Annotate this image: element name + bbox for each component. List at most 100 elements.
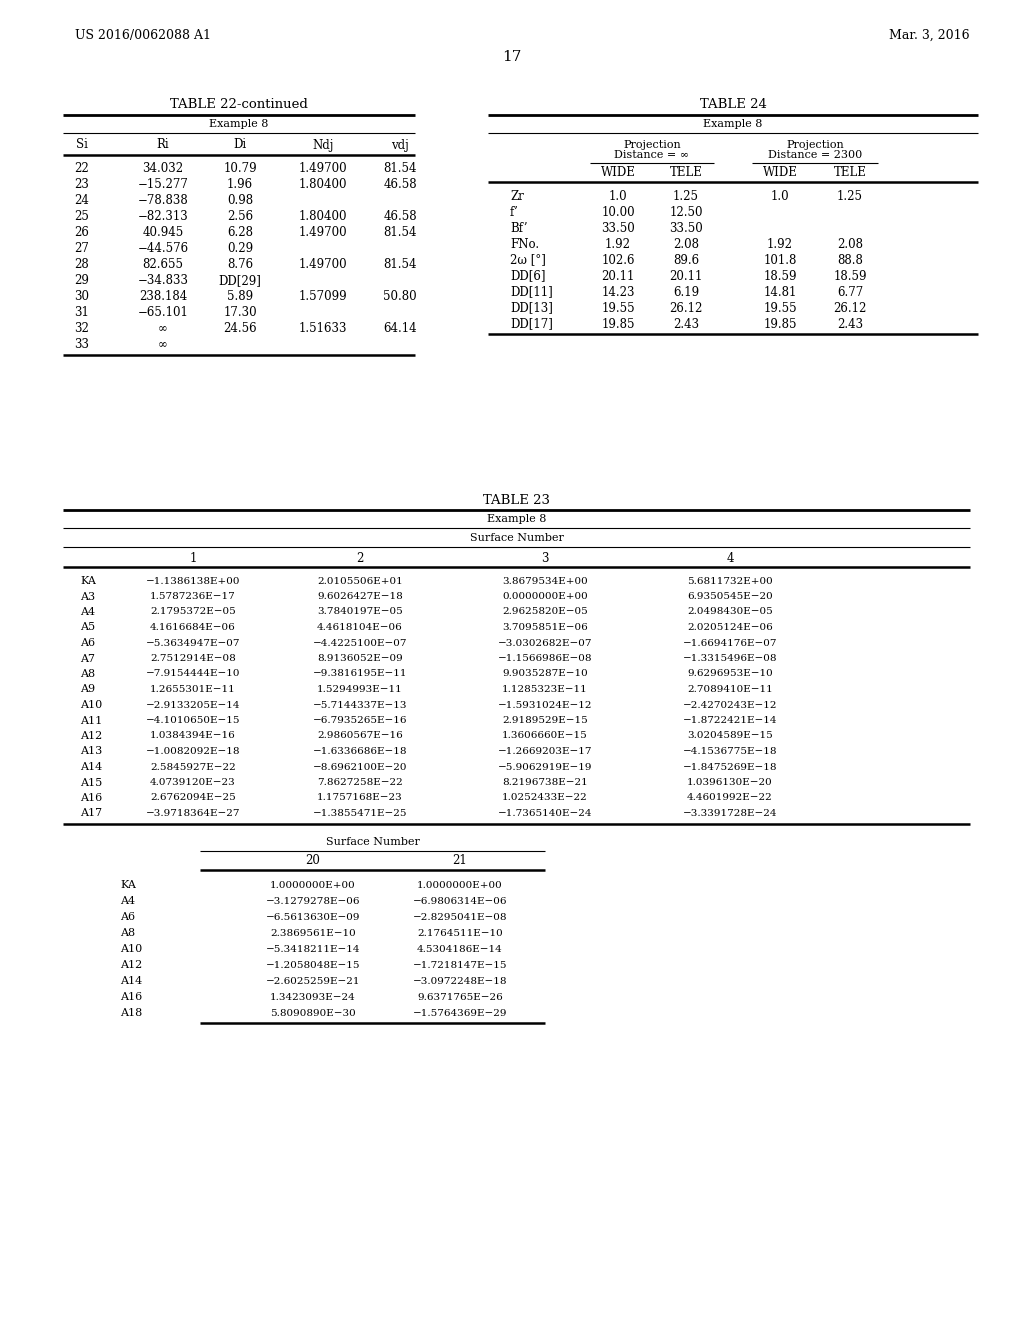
Text: 32: 32 <box>75 322 89 335</box>
Text: A4: A4 <box>80 607 95 616</box>
Text: −1.3855471E−25: −1.3855471E−25 <box>312 809 408 818</box>
Text: 2.56: 2.56 <box>227 210 253 223</box>
Text: 5.89: 5.89 <box>227 290 253 304</box>
Text: −8.6962100E−20: −8.6962100E−20 <box>312 763 408 771</box>
Text: A7: A7 <box>80 653 95 664</box>
Text: −5.3634947E−07: −5.3634947E−07 <box>145 639 241 648</box>
Text: 1.2655301E−11: 1.2655301E−11 <box>151 685 236 694</box>
Text: −44.576: −44.576 <box>137 243 188 256</box>
Text: 0.29: 0.29 <box>227 243 253 256</box>
Text: 1.80400: 1.80400 <box>299 178 347 191</box>
Text: −2.4270243E−12: −2.4270243E−12 <box>683 701 777 710</box>
Text: −3.0972248E−18: −3.0972248E−18 <box>413 977 507 986</box>
Text: 18.59: 18.59 <box>763 269 797 282</box>
Text: A12: A12 <box>120 960 142 970</box>
Text: Di: Di <box>233 139 247 152</box>
Text: Si: Si <box>76 139 88 152</box>
Text: A5: A5 <box>80 623 95 632</box>
Text: 2.7512914E−08: 2.7512914E−08 <box>151 653 236 663</box>
Text: 50.80: 50.80 <box>383 290 417 304</box>
Text: TELE: TELE <box>670 166 702 180</box>
Text: Distance = 2300: Distance = 2300 <box>768 150 862 160</box>
Text: 3: 3 <box>542 552 549 565</box>
Text: 4: 4 <box>726 552 734 565</box>
Text: A3: A3 <box>80 591 95 602</box>
Text: 1.0384394E−16: 1.0384394E−16 <box>151 731 236 741</box>
Text: 1.0396130E−20: 1.0396130E−20 <box>687 777 773 787</box>
Text: A14: A14 <box>120 975 142 986</box>
Text: FNo.: FNo. <box>510 238 539 251</box>
Text: 1.25: 1.25 <box>837 190 863 202</box>
Text: 6.19: 6.19 <box>673 285 699 298</box>
Text: 1.5787236E−17: 1.5787236E−17 <box>151 591 236 601</box>
Text: 23: 23 <box>75 178 89 191</box>
Text: A15: A15 <box>80 777 102 788</box>
Text: KA: KA <box>80 576 96 586</box>
Text: −3.1279278E−06: −3.1279278E−06 <box>266 896 360 906</box>
Text: 4.5304186E−14: 4.5304186E−14 <box>417 945 503 953</box>
Text: 19.55: 19.55 <box>763 301 797 314</box>
Text: A10: A10 <box>120 944 142 954</box>
Text: 30: 30 <box>75 290 89 304</box>
Text: −6.9806314E−06: −6.9806314E−06 <box>413 896 507 906</box>
Text: 2.9625820E−05: 2.9625820E−05 <box>502 607 588 616</box>
Text: ∞: ∞ <box>158 322 168 335</box>
Text: −1.1566986E−08: −1.1566986E−08 <box>498 653 592 663</box>
Text: Zr: Zr <box>510 190 524 202</box>
Text: 22: 22 <box>75 162 89 176</box>
Text: DD[13]: DD[13] <box>510 301 553 314</box>
Text: −2.8295041E−08: −2.8295041E−08 <box>413 912 507 921</box>
Text: 28: 28 <box>75 259 89 272</box>
Text: 14.81: 14.81 <box>763 285 797 298</box>
Text: 9.6026427E−18: 9.6026427E−18 <box>317 591 402 601</box>
Text: Example 8: Example 8 <box>486 513 546 524</box>
Text: A14: A14 <box>80 762 102 772</box>
Text: 81.54: 81.54 <box>383 259 417 272</box>
Text: 238.184: 238.184 <box>139 290 187 304</box>
Text: A13: A13 <box>80 747 102 756</box>
Text: 2.08: 2.08 <box>673 238 699 251</box>
Text: 1.49700: 1.49700 <box>299 259 347 272</box>
Text: 29: 29 <box>75 275 89 288</box>
Text: vdj: vdj <box>391 139 409 152</box>
Text: Ri: Ri <box>157 139 169 152</box>
Text: −5.7144337E−13: −5.7144337E−13 <box>312 701 408 710</box>
Text: 1.0: 1.0 <box>771 190 790 202</box>
Text: A11: A11 <box>80 715 102 726</box>
Text: −3.3391728E−24: −3.3391728E−24 <box>683 809 777 818</box>
Text: 17.30: 17.30 <box>223 306 257 319</box>
Text: 4.4618104E−06: 4.4618104E−06 <box>317 623 402 632</box>
Text: 1.3606660E−15: 1.3606660E−15 <box>502 731 588 741</box>
Text: 2: 2 <box>356 552 364 565</box>
Text: 2.08: 2.08 <box>837 238 863 251</box>
Text: −9.3816195E−11: −9.3816195E−11 <box>312 669 408 678</box>
Text: 82.655: 82.655 <box>142 259 183 272</box>
Text: 1.0000000E+00: 1.0000000E+00 <box>417 880 503 890</box>
Text: 25: 25 <box>75 210 89 223</box>
Text: 8.9136052E−09: 8.9136052E−09 <box>317 653 402 663</box>
Text: Surface Number: Surface Number <box>470 533 563 543</box>
Text: 1.49700: 1.49700 <box>299 227 347 239</box>
Text: 1.49700: 1.49700 <box>299 162 347 176</box>
Text: A12: A12 <box>80 731 102 741</box>
Text: 3.0204589E−15: 3.0204589E−15 <box>687 731 773 741</box>
Text: 33.50: 33.50 <box>669 222 702 235</box>
Text: Example 8: Example 8 <box>209 119 268 129</box>
Text: WIDE: WIDE <box>763 166 798 180</box>
Text: 1.92: 1.92 <box>605 238 631 251</box>
Text: DD[17]: DD[17] <box>510 318 553 330</box>
Text: 33: 33 <box>75 338 89 351</box>
Text: 0.98: 0.98 <box>227 194 253 207</box>
Text: −1.2058048E−15: −1.2058048E−15 <box>266 961 360 969</box>
Text: 3.7095851E−06: 3.7095851E−06 <box>502 623 588 632</box>
Text: 27: 27 <box>75 243 89 256</box>
Text: −1.6336686E−18: −1.6336686E−18 <box>312 747 408 756</box>
Text: −1.7218147E−15: −1.7218147E−15 <box>413 961 507 969</box>
Text: Distance = ∞: Distance = ∞ <box>614 150 689 160</box>
Text: 19.85: 19.85 <box>763 318 797 330</box>
Text: 2.43: 2.43 <box>673 318 699 330</box>
Text: −1.6694176E−07: −1.6694176E−07 <box>683 639 777 648</box>
Text: Mar. 3, 2016: Mar. 3, 2016 <box>890 29 970 41</box>
Text: −65.101: −65.101 <box>137 306 188 319</box>
Text: 1.80400: 1.80400 <box>299 210 347 223</box>
